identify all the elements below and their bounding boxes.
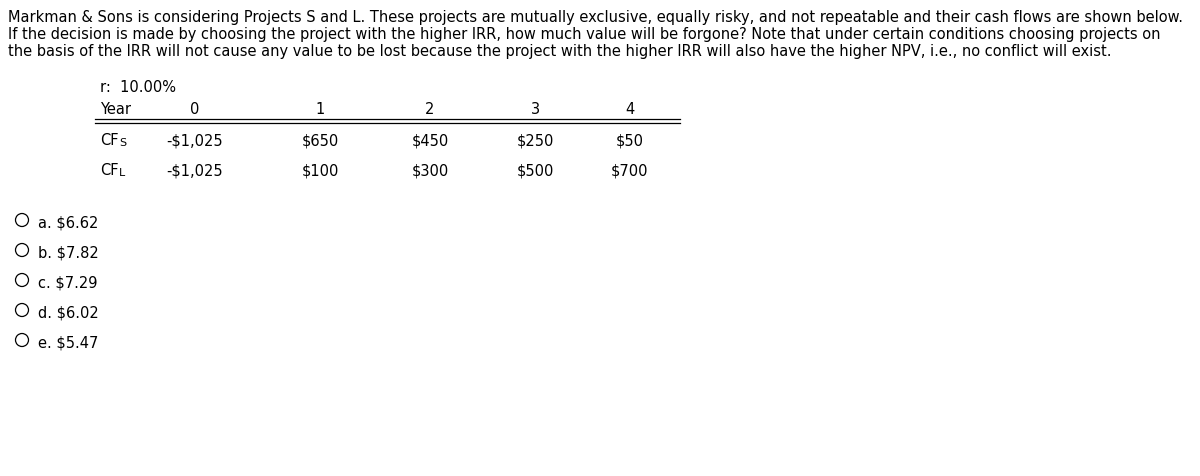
Text: -$1,025: -$1,025 [167,133,223,148]
Text: $50: $50 [616,133,644,148]
Text: e. $5.47: e. $5.47 [38,334,98,349]
Text: CF: CF [100,163,119,178]
Text: $700: $700 [611,163,649,178]
Text: b. $7.82: b. $7.82 [38,245,98,259]
Text: -$1,025: -$1,025 [167,163,223,178]
Text: $500: $500 [516,163,553,178]
Text: $450: $450 [412,133,449,148]
Text: CF: CF [100,133,119,148]
Text: 4: 4 [625,102,635,117]
Text: d. $6.02: d. $6.02 [38,304,98,319]
Text: Year: Year [100,102,131,117]
Text: S: S [119,138,126,148]
Text: c. $7.29: c. $7.29 [38,275,97,289]
Text: 2: 2 [425,102,434,117]
Text: $250: $250 [516,133,553,148]
Text: the basis of the IRR will not cause any value to be lost because the project wit: the basis of the IRR will not cause any … [8,44,1111,59]
Text: $300: $300 [412,163,449,178]
Text: $650: $650 [301,133,338,148]
Text: r:  10.00%: r: 10.00% [100,80,176,95]
Text: 0: 0 [191,102,199,117]
Text: $100: $100 [301,163,338,178]
Text: a. $6.62: a. $6.62 [38,215,98,229]
Text: L: L [119,168,125,178]
Text: 3: 3 [530,102,540,117]
Text: If the decision is made by choosing the project with the higher IRR, how much va: If the decision is made by choosing the … [8,27,1160,42]
Text: 1: 1 [316,102,325,117]
Text: Markman & Sons is considering Projects S and L. These projects are mutually excl: Markman & Sons is considering Projects S… [8,10,1183,25]
